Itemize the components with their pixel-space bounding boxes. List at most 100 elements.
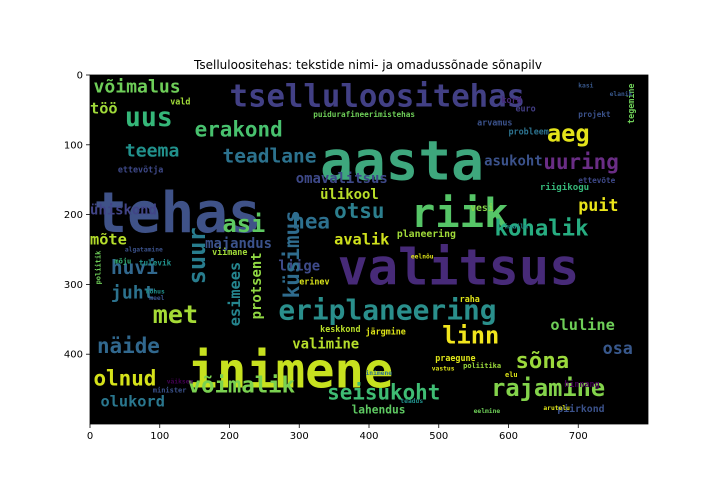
cloud-word: arvamus (477, 117, 512, 127)
cloud-word: euro (515, 103, 535, 113)
cloud-word: otsu (334, 199, 384, 223)
x-tick-label: 500 (429, 431, 448, 442)
cloud-word: näide (97, 334, 160, 358)
cloud-word: puidurafineerimistehas (313, 110, 415, 119)
cloud-word: kohus (146, 288, 165, 295)
cloud-word: erakond (195, 117, 283, 141)
cloud-word: teadus (400, 398, 423, 405)
y-tick-label: 200 (64, 210, 83, 221)
cloud-word: ettevõte (578, 176, 615, 185)
cloud-word: algatamine (125, 246, 163, 254)
cloud-word: meel (149, 295, 164, 302)
cloud-word: teema (125, 141, 179, 162)
cloud-word: minister (153, 387, 187, 395)
cloud-word: riik (411, 189, 509, 237)
cloud-word: inimene (366, 369, 393, 377)
cloud-word: tulevik (139, 259, 172, 268)
cloud-word: eelnõu (411, 254, 434, 261)
cloud-word: eriplaneering (278, 293, 496, 326)
cloud-word: poliitika (463, 362, 501, 370)
y-tick-label: 300 (64, 280, 83, 291)
cloud-word: praegune (435, 353, 475, 363)
cloud-word: hinnang (564, 379, 599, 389)
cloud-word: linn (442, 322, 499, 350)
x-tick-label: 600 (499, 431, 518, 442)
cloud-word: valimine (292, 337, 359, 353)
cloud-word: aeg (547, 119, 590, 147)
cloud-word: uuring (543, 150, 618, 174)
plot-area (90, 75, 648, 424)
cloud-word: raha (460, 294, 480, 304)
cloud-word: planeering (397, 228, 456, 240)
cloud-word: töö (90, 99, 118, 117)
word-layer: aasta tehas valitsus inimene tselluloositeha… (90, 76, 636, 416)
cloud-word: võimalus (93, 76, 180, 97)
cloud-word: esimees (226, 262, 244, 326)
cloud-word: kord (502, 95, 522, 105)
cloud-word: vald (170, 96, 190, 106)
cloud-word: juht (111, 282, 155, 303)
cloud-word: erinev (299, 276, 329, 286)
cloud-word: liige (278, 258, 320, 274)
cloud-word: küsimus (280, 210, 304, 298)
cloud-word: võimalik (188, 373, 296, 399)
cloud-word: järgmine (366, 327, 406, 337)
x-axis: 0 100 200 300 400 500 600 700 (87, 424, 588, 442)
cloud-word: keskkond (320, 324, 360, 334)
cloud-word: aasta (320, 130, 484, 193)
cloud-word: ühiskond (90, 203, 157, 219)
cloud-word: omavalitsus (296, 171, 388, 187)
cloud-word: rajamine (491, 374, 605, 402)
cloud-word: viimane (212, 247, 247, 257)
x-tick-label: 400 (359, 431, 378, 442)
x-tick-label: 700 (569, 431, 588, 442)
y-tick-label: 400 (64, 350, 83, 361)
x-tick-label: 0 (87, 431, 93, 442)
cloud-word: elanik (610, 90, 633, 98)
y-axis: 0 100 200 300 400 (64, 71, 90, 361)
cloud-word: sõna (515, 348, 569, 374)
cloud-word: olukord (100, 393, 164, 411)
cloud-word: olnud (93, 367, 156, 391)
cloud-word: asi (223, 210, 266, 238)
cloud-word: projekt (578, 110, 611, 119)
cloud-word: elu (505, 371, 518, 379)
x-tick-label: 300 (290, 431, 309, 442)
cloud-word: tselluloositehas (230, 79, 526, 114)
cloud-word: valitsus (338, 237, 580, 296)
cloud-word: lahendus (352, 404, 406, 417)
cloud-word: inimene (188, 343, 394, 400)
cloud-word: tehas (93, 181, 261, 246)
cloud-word: huvi (111, 256, 158, 279)
cloud-word: protsent (249, 252, 265, 319)
cloud-word: ülikool (320, 187, 379, 203)
y-tick-label: 0 (77, 71, 83, 82)
cloud-word: probleem (509, 126, 549, 136)
cloud-word: tegemine (626, 84, 636, 124)
cloud-word: kasi (578, 82, 593, 90)
cloud-word: asukoht (484, 154, 543, 170)
cloud-word: eelmine (474, 407, 501, 415)
cloud-word: osa (603, 338, 633, 358)
chart-title: Tselluloositehas: tekstide nimi- ja omad… (193, 58, 542, 72)
cloud-word: väiksem (167, 378, 194, 386)
cloud-word: kohalik (495, 216, 590, 242)
y-tick-label: 100 (64, 140, 83, 151)
x-tick-label: 100 (150, 431, 169, 442)
cloud-word: poliitik (94, 250, 102, 285)
cloud-word: ettevõtja (118, 165, 163, 175)
x-tick-label: 200 (220, 431, 239, 442)
cloud-word: mõte (90, 231, 127, 249)
cloud-word: met (153, 300, 198, 329)
cloud-word: arutelu (543, 405, 570, 412)
cloud-word: seisukoht (327, 381, 440, 405)
cloud-word: piirkond (557, 403, 604, 415)
cloud-word: avalik (334, 231, 389, 249)
cloud-word: teadlane (223, 144, 317, 167)
cloud-word: uus (125, 102, 173, 133)
cloud-word: maailm (505, 223, 528, 231)
cloud-word: mõju (114, 257, 131, 265)
cloud-word: majandus (205, 236, 272, 252)
cloud-word: suur (183, 227, 211, 284)
